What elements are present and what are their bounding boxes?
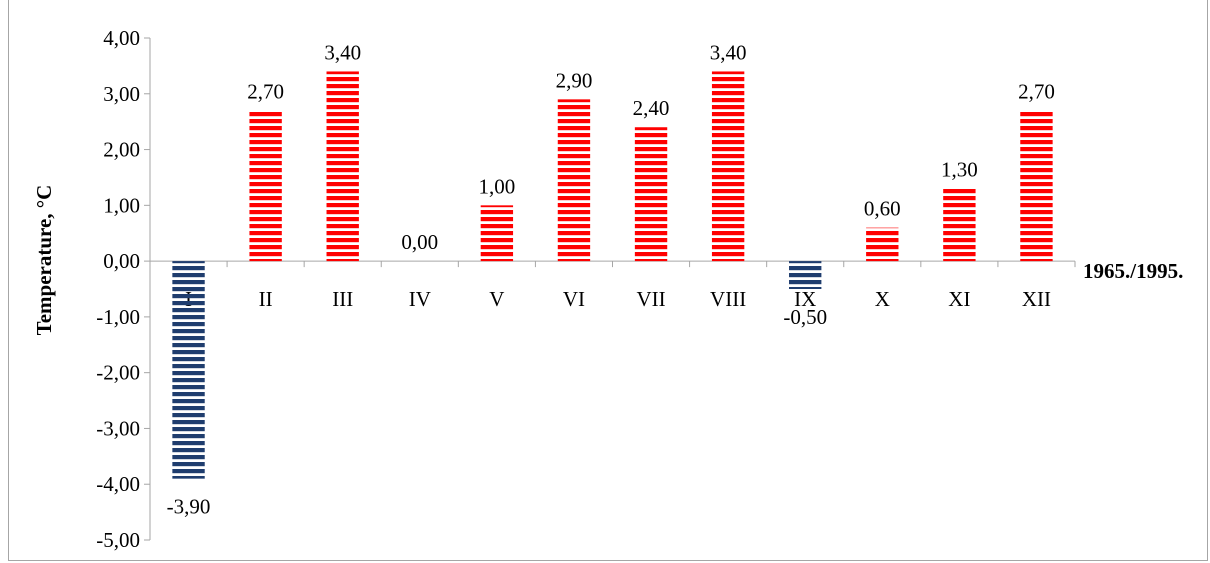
bar-IX bbox=[789, 261, 822, 289]
bar-XI bbox=[943, 188, 976, 262]
bar-X bbox=[866, 227, 899, 262]
bar-VII bbox=[634, 127, 668, 262]
y-tick-label: 4,00 bbox=[103, 26, 140, 50]
bar-XII bbox=[1020, 110, 1053, 262]
data-labels: -3,90 2,70 3,40 0,00 1,00 2,90 2,40 3,40 -0,50 0,… bbox=[167, 40, 1055, 518]
y-tick-label: -4,00 bbox=[96, 472, 140, 496]
data-label-VIII: 3,40 bbox=[710, 40, 747, 64]
x-tick-label: VI bbox=[563, 287, 585, 311]
data-label-VII: 2,40 bbox=[633, 96, 670, 120]
data-label-XI: 1,30 bbox=[941, 158, 978, 182]
x-tick-label: IX bbox=[794, 287, 816, 311]
x-tick-label: II bbox=[259, 287, 273, 311]
y-tick-label: -3,00 bbox=[96, 416, 140, 440]
y-tick-label: -1,00 bbox=[96, 305, 140, 329]
y-tick-label: 2,00 bbox=[103, 138, 140, 162]
y-axis: 4,00 3,00 2,00 1,00 0,00 -1,00 -2,00 -3,00 -4,00… bbox=[96, 26, 151, 552]
x-axis: IIIIIIIVVVIVIIVIIIIXXXIXII bbox=[149, 260, 1076, 311]
bar-I bbox=[172, 261, 205, 479]
data-label-IV: 0,00 bbox=[401, 230, 438, 254]
bars bbox=[172, 71, 1053, 479]
data-label-XII: 2,70 bbox=[1018, 80, 1055, 104]
x-tick-label: XII bbox=[1022, 287, 1051, 311]
data-label-V: 1,00 bbox=[479, 174, 516, 198]
x-axis-title: 1965./1995. bbox=[1083, 259, 1183, 283]
x-tick-label: VII bbox=[636, 287, 665, 311]
bar-VIII bbox=[711, 71, 745, 262]
bar-V bbox=[480, 205, 514, 262]
data-label-VI: 2,90 bbox=[556, 68, 593, 92]
y-tick-label: 1,00 bbox=[103, 193, 140, 217]
y-tick-label: 3,00 bbox=[103, 82, 140, 106]
bar-III bbox=[326, 71, 359, 262]
y-tick-label: -2,00 bbox=[96, 361, 140, 385]
x-tick-label: X bbox=[875, 287, 890, 311]
data-label-II: 2,70 bbox=[247, 80, 284, 104]
x-tick-label: V bbox=[489, 287, 504, 311]
bar-II bbox=[249, 110, 282, 262]
data-label-X: 0,60 bbox=[864, 197, 901, 221]
x-tick-label: VIII bbox=[710, 287, 746, 311]
bar-VI bbox=[557, 99, 591, 262]
data-label-IX: -0,50 bbox=[783, 305, 827, 329]
y-tick-label: -5,00 bbox=[96, 528, 140, 552]
x-tick-label: XI bbox=[948, 287, 970, 311]
chart-frame bbox=[8, 0, 1208, 561]
y-axis-title: Temperature, °C bbox=[32, 185, 56, 336]
x-tick-label: III bbox=[332, 287, 353, 311]
y-tick-label: 0,00 bbox=[103, 249, 140, 273]
data-label-III: 3,40 bbox=[324, 40, 361, 64]
data-label-I: -3,90 bbox=[167, 495, 211, 519]
x-tick-label: IV bbox=[409, 287, 431, 311]
